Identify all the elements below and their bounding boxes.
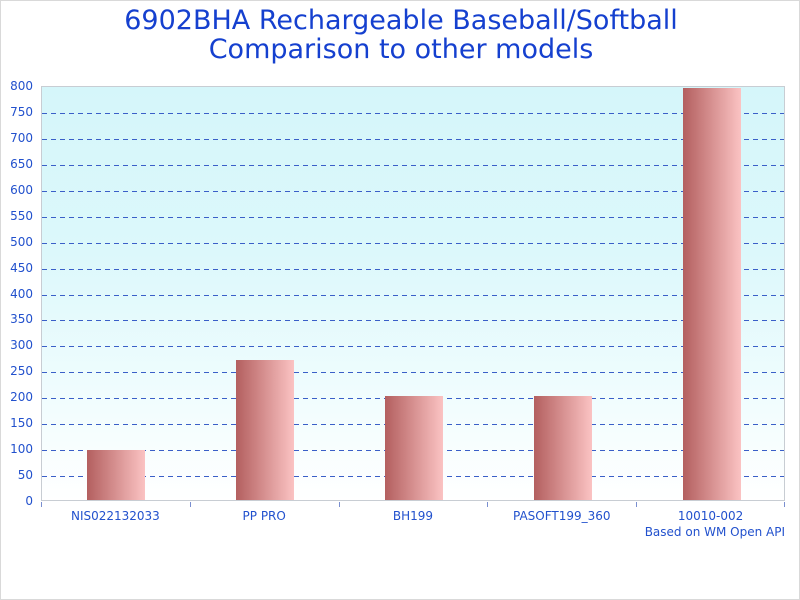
y-axis-label-750: 750: [10, 104, 33, 119]
x-axis-tick: [339, 502, 340, 507]
chart-title-line2: Comparison to other models: [208, 34, 594, 65]
bar-10010-002: [682, 87, 741, 500]
y-axis-label-600: 600: [10, 182, 33, 197]
y-axis-label-650: 650: [10, 156, 33, 171]
x-axis-tick: [190, 502, 191, 507]
gridline-250: [42, 372, 784, 374]
gridline-300: [42, 346, 784, 348]
x-axis: NIS022132033 PP PRO BH199 PASOFT199_360 1001…: [41, 509, 785, 525]
x-axis-tick: [41, 502, 42, 507]
y-axis-label-800: 800: [10, 79, 33, 93]
x-axis-label-PP PRO: PP PRO: [242, 509, 286, 523]
x-axis-ticks: [41, 502, 785, 508]
y-axis-label-700: 700: [10, 130, 33, 145]
gridline-550: [42, 216, 784, 218]
plot-area: [41, 86, 785, 501]
x-axis-tick: [487, 502, 488, 507]
gridline-400: [42, 294, 784, 296]
gridline-750: [42, 112, 784, 114]
x-axis-label-BH199: BH199: [392, 509, 434, 523]
gridline-350: [42, 320, 784, 322]
y-axis-label-100: 100: [10, 442, 33, 457]
y-axis-label-500: 500: [10, 234, 33, 249]
chart-title: 6902BHA Rechargeable Baseball/Softball C…: [1, 5, 799, 65]
footer-note: Based on WM Open API: [644, 525, 785, 539]
x-axis-tick: [636, 502, 637, 507]
gridline-500: [42, 242, 784, 244]
y-axis-label-0: 0: [25, 494, 33, 508]
y-axis-label-50: 50: [17, 468, 33, 483]
y-axis-label-250: 250: [10, 364, 33, 379]
bar-PASOFT199_360: [533, 396, 592, 500]
bar-PP PRO: [236, 359, 295, 500]
gridline-650: [42, 164, 784, 166]
y-axis-label-150: 150: [10, 416, 33, 431]
y-axis-label-350: 350: [10, 312, 33, 327]
y-axis-label-400: 400: [10, 286, 33, 301]
x-axis-label-10010-002: 10010-002: [677, 509, 744, 523]
y-axis-label-200: 200: [10, 390, 33, 405]
x-axis-label-NIS022132033: NIS022132033: [70, 509, 160, 523]
gridline-600: [42, 190, 784, 192]
y-axis-label-550: 550: [10, 208, 33, 223]
y-axis-label-300: 300: [10, 338, 33, 353]
y-axis-label-450: 450: [10, 260, 33, 275]
x-axis-tick: [784, 502, 785, 507]
chart-title-line1: 6902BHA Rechargeable Baseball/Softball: [124, 5, 678, 36]
gridline-700: [42, 138, 784, 140]
y-axis: 0 50 100 150 200 250 300 350 400 450 500 550 600 650 7…: [1, 79, 33, 508]
x-axis-label-PASOFT199_360: PASOFT199_360: [513, 509, 611, 523]
gridline-450: [42, 268, 784, 270]
bar-NIS022132033: [87, 449, 146, 500]
bar-BH199: [385, 396, 443, 500]
